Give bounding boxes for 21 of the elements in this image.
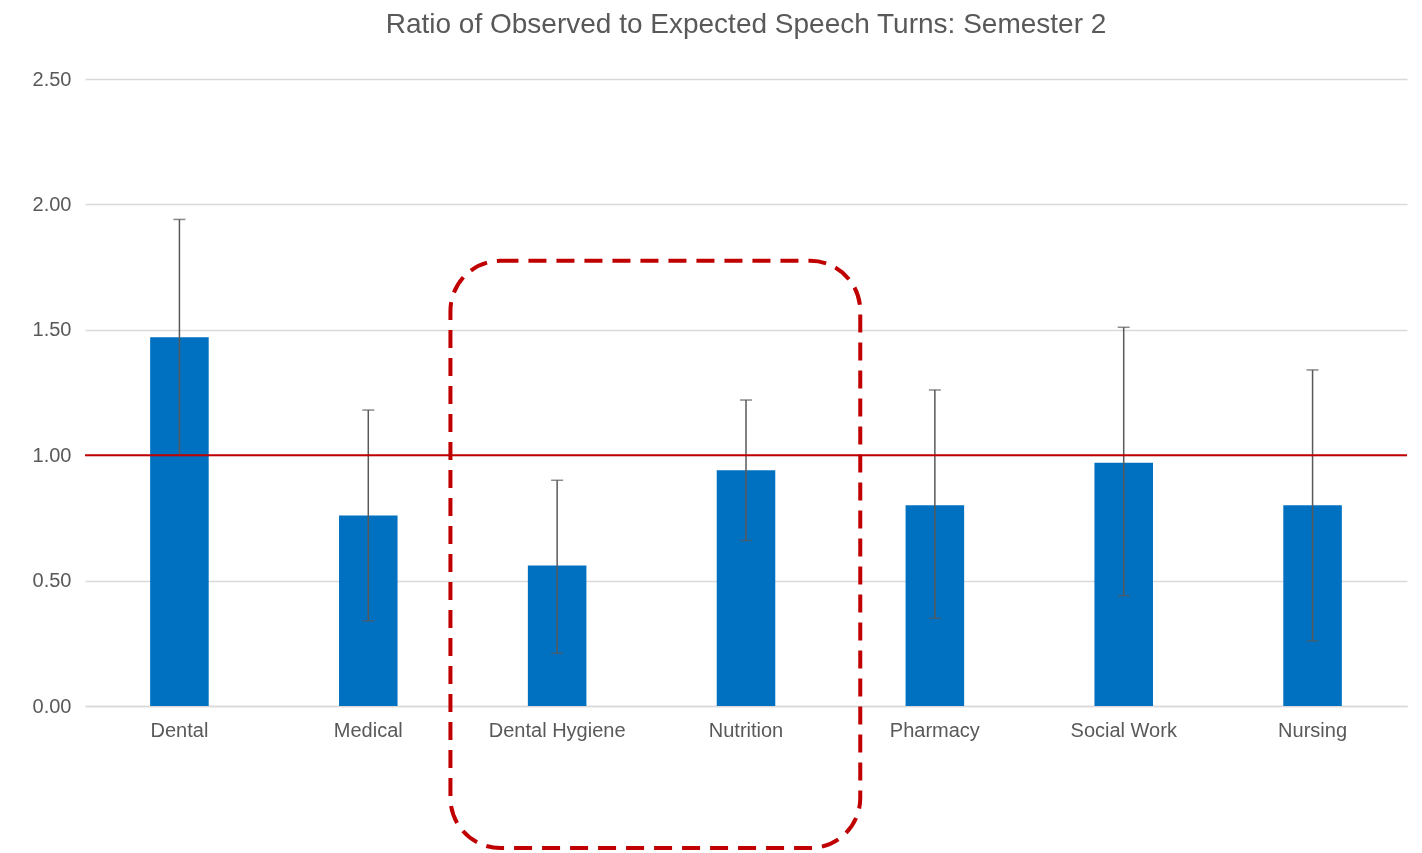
y-tick-label: 0.00	[32, 694, 72, 717]
bar	[1283, 505, 1342, 706]
bar	[150, 337, 209, 706]
y-tick-label: 1.50	[32, 318, 72, 341]
bar	[339, 515, 398, 706]
x-tick-label: Social Work	[1070, 718, 1178, 741]
bar	[1094, 462, 1153, 706]
chart-title: Ratio of Observed to Expected Speech Turns: Semester 2	[385, 8, 1107, 39]
x-tick-label: Nursing	[1278, 718, 1348, 741]
bar	[905, 505, 965, 706]
x-tick-label: Dental Hygiene	[488, 718, 626, 741]
bar	[527, 565, 587, 706]
x-tick-label: Nutrition	[708, 718, 784, 741]
y-tick-label: 0.50	[32, 569, 72, 592]
x-tick-label: Pharmacy	[889, 718, 980, 741]
bar	[716, 470, 776, 706]
x-tick-label: Dental	[150, 718, 209, 741]
y-tick-label: 2.00	[32, 192, 72, 215]
y-tick-label: 1.00	[32, 443, 72, 466]
y-tick-label: 2.50	[32, 67, 72, 90]
x-tick-label: Medical	[333, 718, 403, 741]
